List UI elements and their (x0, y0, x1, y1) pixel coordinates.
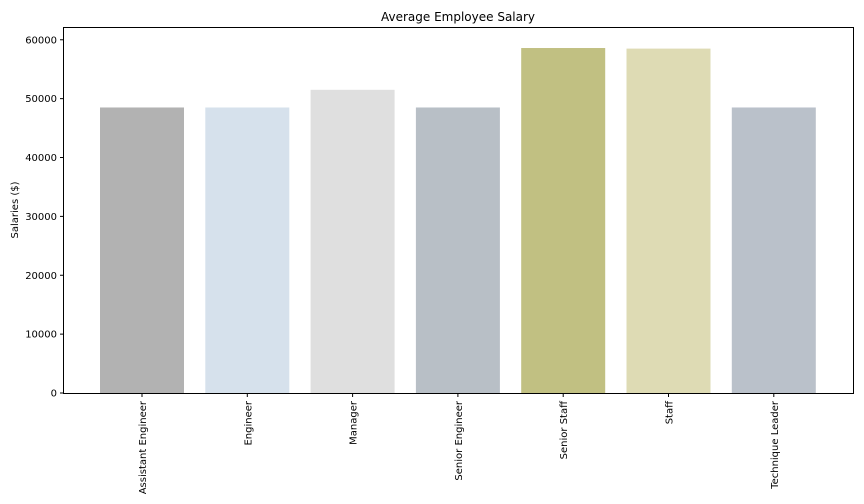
chart-title: Average Employee Salary (381, 10, 535, 24)
bars-group (100, 48, 816, 394)
bar-1 (100, 107, 184, 394)
bar-5 (521, 48, 606, 394)
y-tick-label: 0 (51, 389, 57, 400)
y-axis-title: Salaries ($) (10, 181, 21, 238)
x-tick-label: Manager (349, 400, 360, 445)
x-axis: Assistant Engineer Engineer Manager Senior … (138, 393, 781, 494)
plot-frame (63, 27, 854, 394)
x-tick-label: Staff (665, 400, 676, 424)
x-tick-label: Senior Engineer (454, 400, 465, 480)
y-tick-label: 20000 (25, 271, 57, 282)
bar-6 (626, 48, 711, 394)
bar-7 (731, 107, 816, 394)
x-tick-label: Senior Staff (559, 400, 570, 459)
y-tick-label: 40000 (25, 153, 57, 164)
bar-4 (415, 107, 500, 394)
x-tick-label: Engineer (243, 400, 254, 445)
x-tick-label: Technique Leader (770, 400, 781, 490)
y-tick-label: 10000 (25, 330, 57, 341)
bar-3 (310, 89, 395, 393)
x-tick-label: Assistant Engineer (138, 400, 149, 494)
y-tick-label: 60000 (25, 35, 57, 46)
y-tick-label: 30000 (25, 212, 57, 223)
y-tick-label: 50000 (25, 94, 57, 105)
y-axis: 0 10000 20000 30000 40000 50000 60000 (25, 35, 64, 400)
bar-2 (205, 107, 290, 394)
